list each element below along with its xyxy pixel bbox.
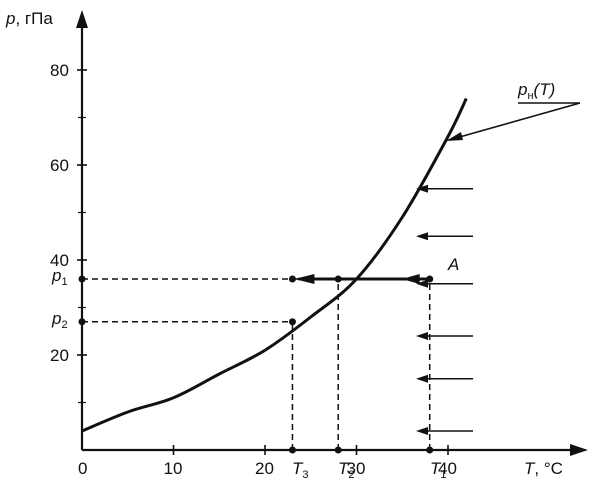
ticks-layer: 0 10 20 30 40 20 40 60 80 [50, 61, 457, 478]
point-a [426, 275, 434, 283]
p2-point [78, 318, 86, 326]
small-arrow-head [416, 374, 428, 383]
points-layer [78, 275, 434, 454]
y-tick-label: 40 [50, 251, 69, 270]
t3-label: T3 [292, 459, 309, 481]
y-axis-title: p, гПа [5, 9, 53, 28]
t2-label: T2 [338, 459, 355, 481]
curve-label-pointer [446, 102, 581, 141]
curve-label: pн(T) [517, 80, 555, 102]
p2-label: p2 [51, 309, 68, 331]
point-a-label: A [447, 255, 459, 274]
t1-label: T1 [430, 459, 447, 481]
x-tick-label: 30 [347, 459, 366, 478]
small-arrows [416, 184, 473, 435]
small-arrow-head [416, 184, 428, 193]
t3-point [288, 446, 296, 454]
x-axis-title: T, °С [524, 459, 563, 478]
x-tick-label: 20 [255, 459, 274, 478]
small-arrow-head [416, 232, 428, 241]
y-tick-label: 20 [50, 346, 69, 365]
isobar-arrow [294, 274, 430, 284]
small-arrow-head [416, 279, 428, 288]
small-arrow-head [416, 427, 428, 435]
point-t3-p2 [288, 318, 296, 326]
x-tick-label: 40 [438, 459, 457, 478]
isobar-end-point [288, 275, 296, 283]
x-axis-arrowhead [570, 444, 588, 456]
saturation-curve [81, 97, 468, 433]
dashed-guides [82, 278, 431, 450]
intersection-point [334, 275, 342, 283]
y-tick-label: 80 [50, 61, 69, 80]
t2-point [334, 446, 342, 454]
x-tick-label: 0 [78, 459, 87, 478]
p1-point [78, 275, 86, 283]
small-arrow-head [416, 332, 428, 340]
x-tick-label: 10 [164, 459, 183, 478]
y-tick-label: 60 [50, 156, 69, 175]
p1-label: p1 [51, 266, 68, 288]
t1-point [426, 446, 434, 454]
y-axis-arrowhead [76, 10, 88, 28]
